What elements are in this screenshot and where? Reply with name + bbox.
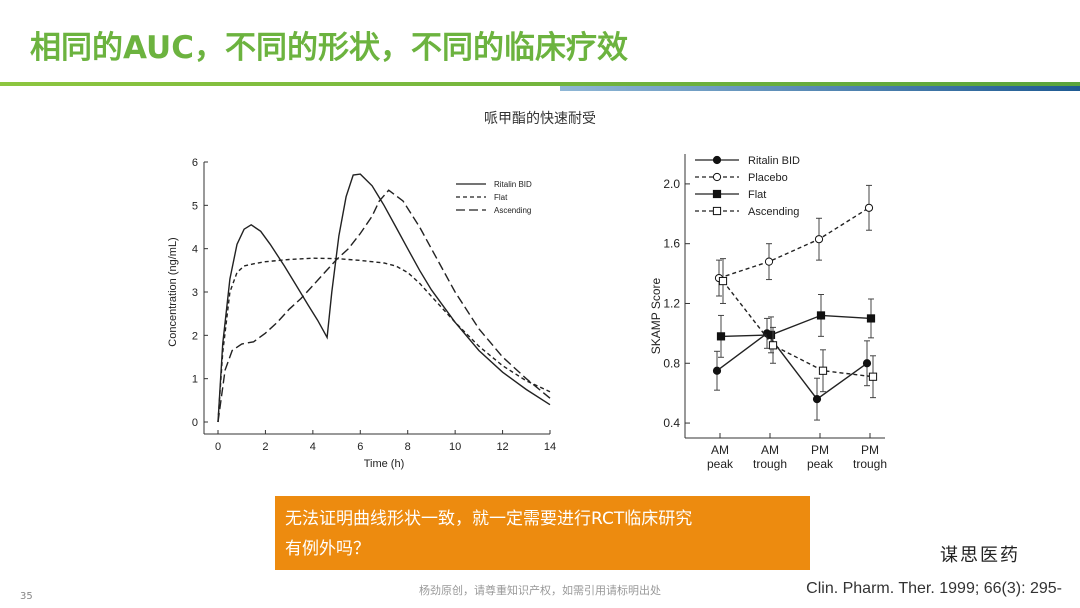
series-line-ascending [722,280,874,378]
data-point-ascending [768,341,778,350]
y-tick-label: 4 [192,244,198,256]
legend-label: Ritalin BID [494,180,532,189]
x-tick-label: peak [807,457,834,471]
x-tick-label: PM [811,443,829,457]
x-tick-label: AM [761,443,779,457]
x-tick-label: PM [861,443,879,457]
data-point-flat [766,330,776,339]
data-point-placebo [864,203,874,212]
y-tick-label: 5 [192,200,198,212]
data-point-flat [716,332,726,341]
series-line-flat [217,257,551,423]
legend-label: Flat [748,189,766,201]
legend-label: Placebo [748,172,788,184]
x-tick-label: trough [853,457,887,471]
conclusion-callout: 无法证明曲线形状一致，就一定需要进行RCT临床研究 有例外吗？ [275,496,810,570]
watermark-logo: 谋思医药 [940,545,1020,566]
legend-marker [712,172,722,182]
skamp-score-chart: 0.40.81.21.62.0AMpeakAMtroughPMpeakPMtro… [649,154,887,471]
legend-label: Ascending [748,206,799,218]
data-point-placebo [814,235,824,244]
series-line-ritalin-bid [716,332,868,401]
data-point-ascending [718,276,728,286]
x-tick-label: 12 [496,441,508,453]
citation: Clin. Pharm. Ther. 1999; 66(3): 295- [806,580,1062,597]
chart-subtitle: 哌甲酯的快速耐受 [484,111,596,127]
y-tick-label: 1.6 [663,237,680,251]
title-divider-green [0,82,1080,86]
x-tick-label: AM [711,443,729,457]
x-tick-label: 10 [449,441,461,453]
y-tick-label: 2.0 [663,177,680,191]
legend-label: Flat [494,193,508,202]
data-point-ritalin-bid [712,366,722,375]
x-tick-label: peak [707,457,734,471]
y-tick-label: 0 [192,417,198,429]
legend-label: Ritalin BID [748,155,800,167]
x-tick-label: trough [753,457,787,471]
title-divider-blue [560,86,1080,91]
data-point-flat [866,314,876,323]
legend-marker [712,155,722,165]
x-tick-label: 2 [262,441,268,453]
x-tick-label: 0 [215,441,221,453]
legend-marker [712,189,722,199]
callout-line-1: 无法证明曲线形状一致，就一定需要进行RCT临床研究 [285,509,693,529]
data-point-ritalin-bid [812,395,822,404]
x-tick-label: 8 [405,441,411,453]
x-tick-label: 6 [357,441,363,453]
y-tick-label: 1.2 [663,296,680,310]
series-line-flat [720,314,872,338]
legend-label: Ascending [494,206,531,215]
x-tick-label: 4 [310,441,316,453]
legend-marker [712,206,722,216]
data-point-placebo [764,257,774,266]
y-axis-label: Concentration (ng/mL) [167,237,179,346]
series-line-ascending [217,189,551,423]
data-point-ascending [818,366,828,375]
series-line-placebo [718,207,870,279]
x-axis-label: Time (h) [364,458,405,470]
series-line-ritalin-bid [217,173,551,423]
y-tick-label: 3 [192,287,198,299]
data-point-ascending [868,372,878,381]
data-point-flat [816,311,826,320]
y-tick-label: 1 [192,374,198,386]
y-tick-label: 2 [192,330,198,342]
callout-line-2: 有例外吗？ [285,539,370,559]
y-axis-label: SKAMP Score [649,277,663,354]
data-point-ritalin-bid [862,359,872,368]
y-tick-label: 6 [192,157,198,169]
y-tick-label: 0.4 [663,416,680,430]
slide-title: 相同的AUC，不同的形状，不同的临床疗效 [30,30,628,66]
copyright-note: 杨劲原创，请尊重知识产权，如需引用请标明出处 [419,584,661,597]
slide-number: 35 [20,591,33,602]
y-tick-label: 0.8 [663,356,680,370]
x-tick-label: 14 [544,441,556,453]
